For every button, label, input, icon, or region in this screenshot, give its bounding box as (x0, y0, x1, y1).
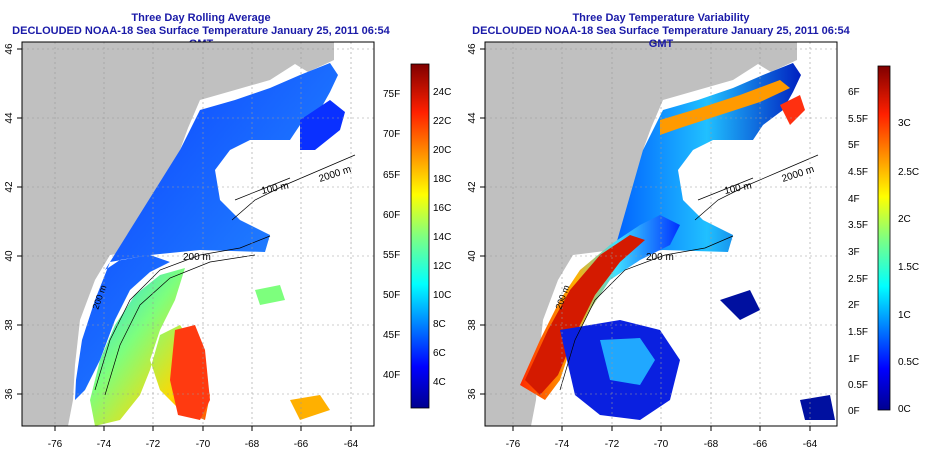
x-tick-label: -68 (245, 439, 260, 450)
right-colorbar (877, 65, 891, 411)
colorbar-c-label: 1.5C (898, 262, 919, 273)
colorbar-c-label: 8C (433, 319, 446, 330)
colorbar-f-label: 1F (848, 354, 860, 365)
colorbar-f-label: 3F (848, 247, 860, 258)
y-tick-label: 38 (4, 319, 15, 331)
x-tick-label: -74 (97, 439, 112, 450)
y-tick-label: 44 (4, 112, 15, 124)
colorbar-f-label: 75F (383, 89, 400, 100)
colorbar-c-label: 24C (433, 87, 451, 98)
x-tick-label: -74 (555, 439, 570, 450)
right-map-frame (484, 41, 838, 427)
colorbar-c-label: 14C (433, 232, 451, 243)
colorbar-c-label: 12C (433, 261, 451, 272)
y-tick-label: 42 (4, 181, 15, 193)
colorbar-f-label: 6F (848, 87, 860, 98)
right-shelf-water (613, 63, 801, 255)
x-tick-label: -72 (605, 439, 620, 450)
colorbar-f-label: 40F (383, 370, 400, 381)
colorbar-f-label: 2.5F (848, 274, 868, 285)
right-map-title: Three Day Temperature Variability (572, 12, 750, 24)
colorbar-f-label: 4F (848, 194, 860, 205)
colorbar-c-label: 18C (433, 174, 451, 185)
colorbar-c-label: 1C (898, 310, 911, 321)
left-colorbar (410, 63, 430, 409)
colorbar-f-label: 55F (383, 250, 400, 261)
colorbar-c-label: 10C (433, 290, 451, 301)
y-tick-label: 46 (4, 43, 15, 55)
colorbar-c-label: 20C (433, 145, 451, 156)
y-tick-label: 46 (467, 43, 478, 55)
x-tick-label: -66 (753, 439, 768, 450)
left-map-frame (21, 41, 375, 427)
colorbar-f-label: 0F (848, 406, 860, 417)
x-tick-label: -70 (196, 439, 211, 450)
colorbar-f-label: 3.5F (848, 220, 868, 231)
y-tick-label: 44 (467, 112, 478, 124)
colorbar-f-label: 45F (383, 330, 400, 341)
x-tick-label: -72 (146, 439, 161, 450)
colorbar-f-label: 5F (848, 140, 860, 151)
x-tick-label: -70 (654, 439, 669, 450)
colorbar-f-label: 4.5F (848, 167, 868, 178)
x-tick-label: -66 (294, 439, 309, 450)
colorbar-f-label: 1.5F (848, 327, 868, 338)
colorbar-f-label: 65F (383, 170, 400, 181)
x-tick-label: -64 (344, 439, 359, 450)
colorbar-c-label: 6C (433, 348, 446, 359)
left-map-title: Three Day Rolling Average (131, 12, 271, 24)
right-map-subtitle: DECLOUDED NOAA-18 Sea Surface Temperatur… (472, 25, 850, 50)
y-tick-label: 38 (467, 319, 478, 331)
y-tick-label: 36 (4, 388, 15, 400)
y-tick-label: 40 (467, 250, 478, 262)
colorbar-f-label: 50F (383, 290, 400, 301)
colorbar-f-label: 2F (848, 300, 860, 311)
x-tick-label: -64 (803, 439, 818, 450)
right-contour-label: 200 m (646, 252, 674, 263)
colorbar-f-label: 0.5F (848, 380, 868, 391)
colorbar-f-label: 60F (383, 210, 400, 221)
colorbar-c-label: 3C (898, 118, 911, 129)
colorbar-c-label: 2C (898, 214, 911, 225)
x-tick-label: -76 (48, 439, 63, 450)
colorbar-f-label: 70F (383, 129, 400, 140)
x-tick-label: -68 (704, 439, 719, 450)
colorbar-c-label: 0C (898, 404, 911, 415)
colorbar-c-label: 0.5C (898, 357, 919, 368)
y-tick-label: 42 (467, 181, 478, 193)
colorbar-c-label: 16C (433, 203, 451, 214)
x-tick-label: -76 (506, 439, 521, 450)
left-shelf-water (75, 63, 338, 400)
colorbar-f-label: 5.5F (848, 114, 868, 125)
colorbar-c-label: 22C (433, 116, 451, 127)
y-tick-label: 40 (4, 250, 15, 262)
colorbar-c-label: 4C (433, 377, 446, 388)
colorbar-c-label: 2.5C (898, 167, 919, 178)
left-contour-label: 200 m (183, 252, 211, 263)
y-tick-label: 36 (467, 388, 478, 400)
